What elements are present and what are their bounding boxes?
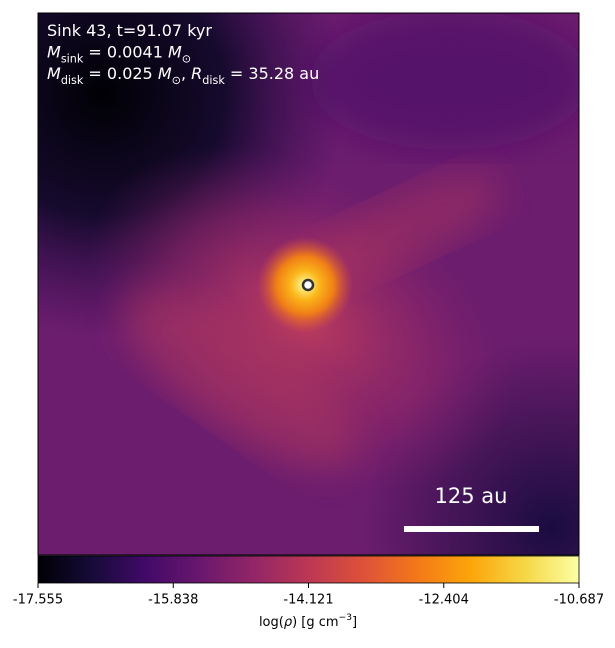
text-segment: M [158, 64, 172, 83]
text-segment: log( [259, 615, 284, 630]
colorbar-tick-label: -17.555 [13, 593, 63, 608]
image-frame [37, 12, 580, 556]
text-segment: ρ [284, 615, 293, 630]
text-segment: ⊙ [182, 52, 191, 65]
text-segment: M [47, 64, 61, 83]
colorbar [37, 555, 580, 584]
text-segment: disk [61, 74, 84, 87]
text-segment: −3 [339, 613, 353, 623]
text-segment: = 35.28 au [225, 64, 319, 83]
colorbar-tick-label: -12.404 [419, 593, 469, 608]
text-segment: Sink 43, t=91.07 kyr [47, 21, 212, 40]
text-segment: M [168, 42, 182, 61]
text-segment: sink [61, 52, 84, 65]
colorbar-ticks: -17.555 -15.838 -14.121 -12.404 -10.687 [13, 583, 604, 608]
text-segment: ⊙ [172, 74, 181, 87]
annotation-line: Sink 43, t=91.07 kyr [47, 21, 212, 40]
colorbar-label: log(ρ) [g cm−3] [259, 613, 357, 630]
colorbar-tick-label: -15.838 [148, 593, 198, 608]
text-segment: disk [202, 74, 225, 87]
annotation-line: Mdisk = 0.025 M⊙, Rdisk = 35.28 au [47, 64, 319, 87]
annotation-line: Msink = 0.0041 M⊙ [47, 42, 191, 65]
text-segment: = 0.0041 [83, 42, 168, 61]
text-segment: M [47, 42, 61, 61]
colorbar-tick-label: -10.687 [554, 593, 604, 608]
text-segment: ] [352, 615, 357, 630]
sink-marker [301, 278, 315, 292]
text-segment: ) [g cm [292, 615, 338, 630]
text-segment: , [181, 64, 191, 83]
scale-bar-label: 125 au [435, 484, 508, 508]
text-segment: R [191, 64, 202, 83]
text-segment: = 0.025 [83, 64, 157, 83]
colorbar-tick-label: -14.121 [283, 593, 333, 608]
